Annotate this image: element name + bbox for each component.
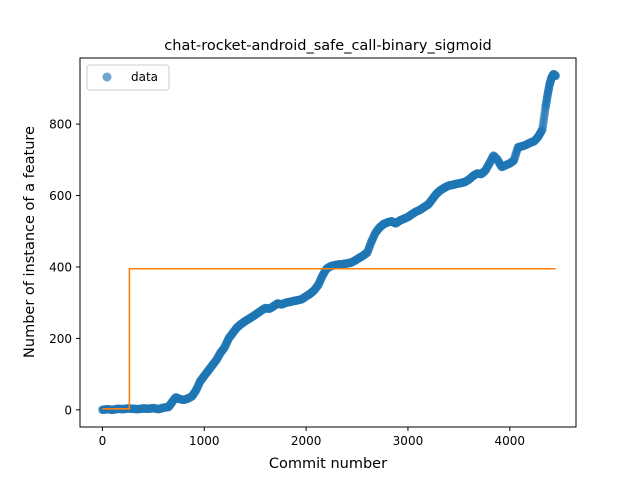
- x-axis: 0 1000 2000 3000 4000: [99, 427, 525, 448]
- plot-frame: [79, 57, 577, 428]
- x-tick-label: 4000: [495, 434, 526, 448]
- legend-box: [86, 64, 170, 91]
- data-point: [551, 71, 560, 81]
- y-axis: 0 200 400 600 800: [49, 118, 80, 417]
- legend-marker-data: [102, 72, 112, 82]
- legend-label-data: data: [131, 70, 158, 84]
- legend: data: [86, 64, 170, 91]
- y-tick-label: 400: [49, 260, 72, 274]
- x-tick-label: 1000: [189, 434, 220, 448]
- y-tick-label: 600: [49, 189, 72, 203]
- y-tick-label: 200: [49, 332, 72, 346]
- x-tick-label: 0: [99, 434, 107, 448]
- y-tick-label: 0: [64, 403, 72, 417]
- chart-title: chat-rocket-android_safe_call-binary_sig…: [164, 38, 491, 54]
- y-tick-label: 800: [49, 118, 72, 132]
- x-axis-label: Commit number: [269, 456, 387, 472]
- series-fit-line: [102, 267, 556, 410]
- x-tick-label: 3000: [393, 434, 424, 448]
- plot-area: [98, 69, 560, 415]
- y-axis-label: Number of instance of a feature: [22, 126, 38, 358]
- series-data: [98, 69, 560, 415]
- x-tick-label: 2000: [291, 434, 322, 448]
